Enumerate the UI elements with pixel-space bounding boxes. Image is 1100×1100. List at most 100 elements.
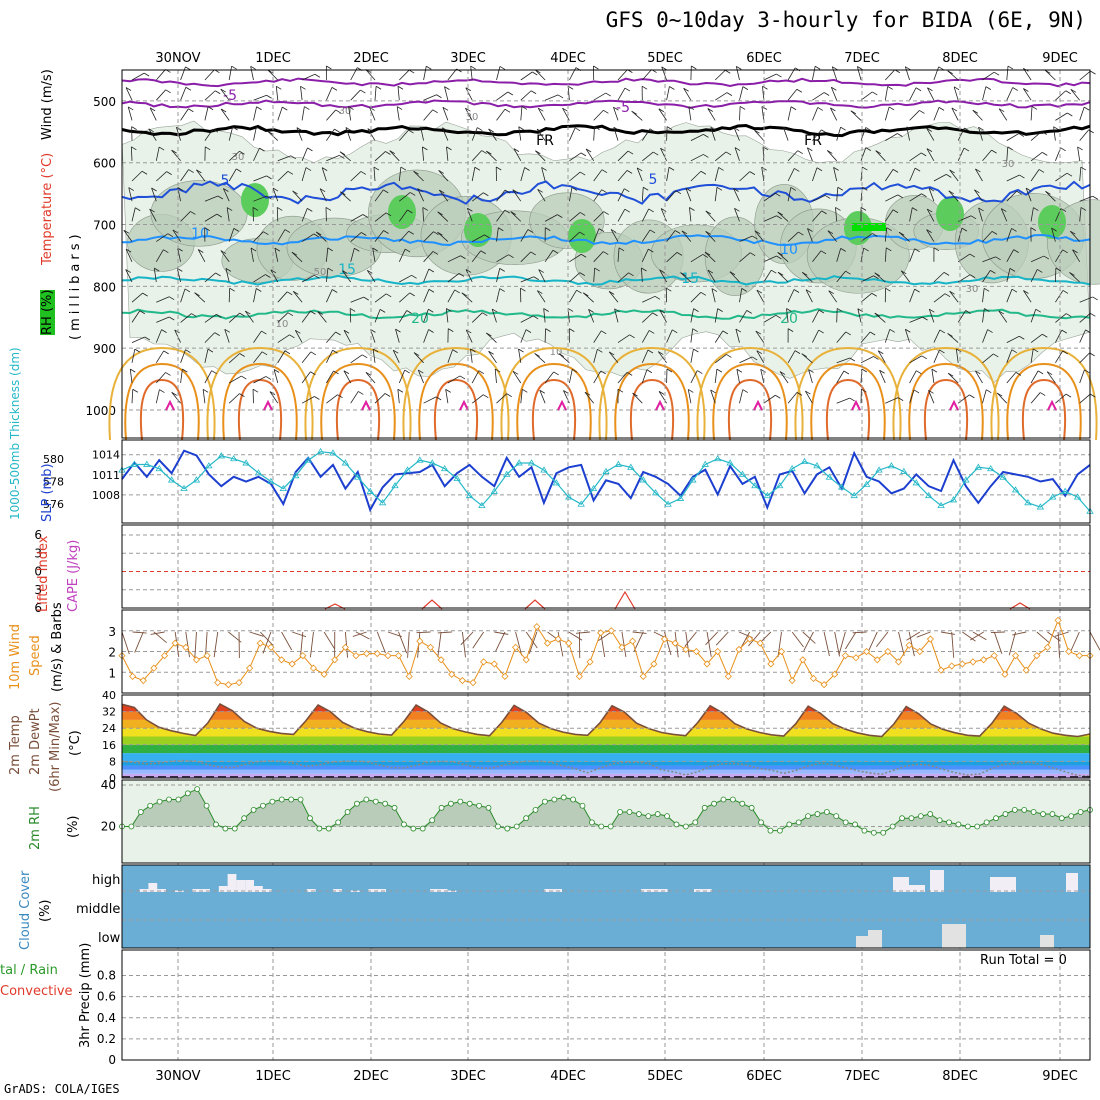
wind-barb <box>763 269 772 283</box>
w10-barb-79 <box>962 631 976 642</box>
wind-barb-flag <box>305 167 312 171</box>
wind-barb-flag <box>538 269 544 273</box>
wind-barb-flag <box>518 126 524 131</box>
wind-barb <box>277 312 289 323</box>
wind-barb-flag <box>340 191 346 196</box>
w10-barb-17 <box>299 631 304 658</box>
wind-barb <box>926 128 935 141</box>
wind-barb <box>423 231 434 242</box>
wind-barb <box>763 215 777 222</box>
wind-barb <box>734 147 740 161</box>
wind-barb <box>413 170 424 182</box>
wind-barb <box>1030 106 1033 121</box>
wind-barb-flag <box>404 369 410 374</box>
wind-barb <box>617 188 625 202</box>
wind-barb-flag <box>537 188 543 193</box>
wind-barb-flag <box>216 314 222 318</box>
wind-barb <box>543 308 546 323</box>
wind-barb-flag <box>373 166 380 171</box>
wind-barb-flag <box>775 192 781 197</box>
wind-barb-flag <box>139 310 146 315</box>
wind-barb <box>949 290 959 303</box>
wind-barb <box>326 247 329 262</box>
rh2m-point-45 <box>542 798 548 805</box>
w10-barb-65 <box>803 631 814 651</box>
wind-barb-flag <box>990 270 996 274</box>
wind-barb <box>787 106 792 121</box>
wind-barb-flag <box>1072 249 1078 254</box>
wind-barb-flag <box>125 269 131 273</box>
wind-barb <box>735 328 740 343</box>
bl-peak <box>459 399 469 411</box>
wind-barb-flag <box>897 194 904 199</box>
wind-barb-flag <box>335 331 341 336</box>
rh2m-point-89 <box>955 821 962 828</box>
label-rh2m: 2m RH <box>28 806 43 850</box>
wind-barb <box>446 146 449 161</box>
wind-barb-flag <box>776 73 782 78</box>
wind-barb-flag <box>905 66 911 71</box>
w10-barb-25 <box>387 631 402 638</box>
wind-barb-flag <box>666 368 673 373</box>
wind-barb-flag <box>151 187 157 192</box>
wind-barb <box>512 371 522 384</box>
bl-peak <box>165 399 175 411</box>
wind-barb-flag <box>339 155 345 159</box>
wind-barb <box>156 316 170 323</box>
wind-barb-flag <box>1053 126 1059 131</box>
wind-barb <box>374 293 387 303</box>
wind-barb-flag <box>693 348 699 353</box>
wind-barb <box>1006 133 1020 141</box>
wind-barb <box>544 371 554 384</box>
wind-barb <box>763 255 777 263</box>
slp-point-14 <box>292 472 300 479</box>
bl-contour <box>222 362 298 441</box>
wind-barb-flag <box>507 91 514 96</box>
wind-barb-flag <box>465 87 472 92</box>
wind-barb-flag <box>465 269 472 273</box>
w10-barb-51 <box>664 631 672 656</box>
wind-barb-flag <box>598 228 605 232</box>
wind-barb <box>714 167 719 182</box>
slp-point-69 <box>974 463 983 470</box>
wind-barb-flag <box>477 127 483 131</box>
wind-barb <box>496 109 506 121</box>
wind-barb <box>274 248 279 262</box>
ytick-li-2: 0 <box>34 565 42 579</box>
wind-barb <box>787 350 796 363</box>
wind-barb <box>569 187 573 202</box>
cloud-high-15 <box>254 886 263 892</box>
wind-barb <box>978 207 983 222</box>
wind-barb-flag <box>689 207 695 211</box>
wind-barb <box>762 86 765 101</box>
bl-contour <box>727 378 773 441</box>
wind-barb-flag <box>628 272 634 277</box>
wind-barb-flag <box>921 193 927 198</box>
wind-barb-flag <box>861 368 867 373</box>
wind-barb-flag <box>132 388 138 393</box>
wind-barb <box>326 128 335 141</box>
wind-barb <box>690 292 702 303</box>
wind-barb-flag <box>658 108 665 113</box>
slp-point-26 <box>440 464 449 472</box>
wind-barb <box>253 175 267 182</box>
wind-barb <box>617 372 628 384</box>
wind-barb <box>613 107 619 121</box>
wind-barb-flag <box>993 353 999 358</box>
wind-barb <box>1069 272 1080 283</box>
bl-contour <box>108 346 216 441</box>
wind-barb-flag <box>537 290 543 294</box>
wind-barb-flag <box>512 370 519 375</box>
wind-barb <box>180 108 189 121</box>
wind-barb <box>131 310 141 323</box>
wind-barb-flag <box>1019 335 1025 340</box>
wind-barb-flag <box>974 189 980 194</box>
wind-barb <box>491 308 497 323</box>
wind-barb <box>270 269 279 283</box>
wind-barb-flag <box>579 272 586 276</box>
cloud-high-9 <box>201 889 210 892</box>
wind-barb-flag <box>1011 228 1017 232</box>
wind-barb <box>197 249 206 262</box>
wind-barb-flag <box>1066 172 1073 177</box>
wind-barb-flag <box>594 267 600 272</box>
